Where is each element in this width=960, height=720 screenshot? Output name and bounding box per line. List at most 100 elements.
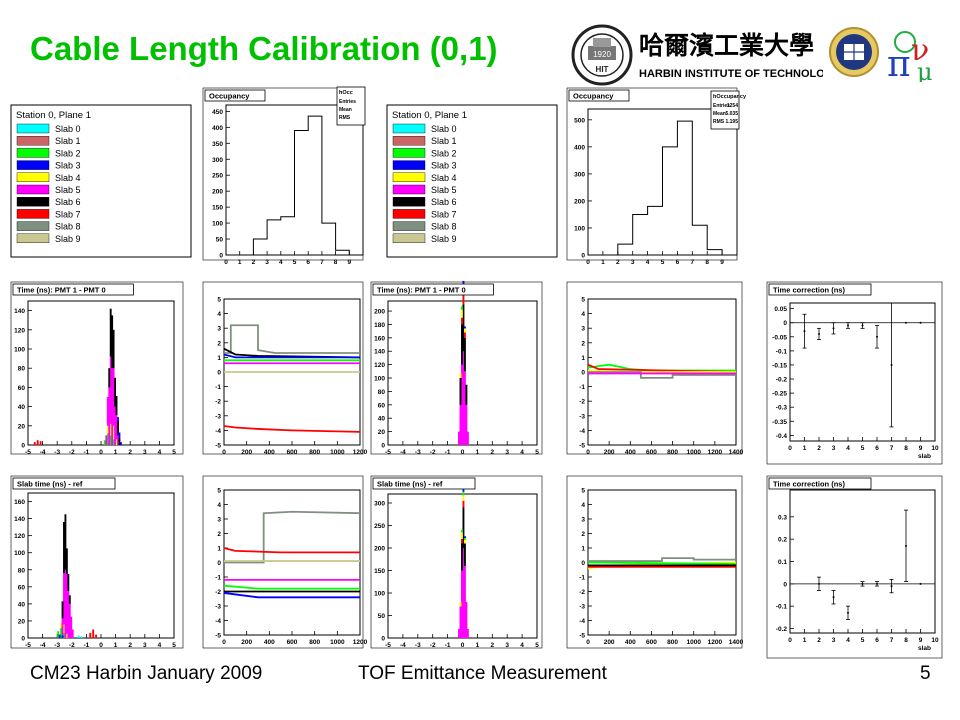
time-correction-1-point <box>818 332 820 335</box>
slab-time-right-x-tick-label: -3 <box>415 642 421 649</box>
pmt-time-right-x-tick-label: -3 <box>415 449 421 456</box>
slab-time-left-x-tick-label: 1 <box>114 642 118 649</box>
slab-history-left-series-slab3 <box>223 592 360 599</box>
pmt-time-left-bar-slab3 <box>117 417 119 421</box>
pmt-time-right-y-tick-label: 0 <box>381 443 385 450</box>
time-correction-2-y-tick-label: 0 <box>783 581 787 588</box>
slab-history-right-y-tick-label: 2 <box>581 531 585 538</box>
slab-time-left-y-tick-label: 40 <box>18 601 26 608</box>
slab-time-right-x-tick-label: 1 <box>476 642 480 649</box>
pmt-time-left-bar-slab4 <box>109 423 112 436</box>
slab-time-left-y-tick-label: 120 <box>14 533 25 540</box>
time-correction-2-point <box>905 544 907 547</box>
pmt-time-left-bar-slab6 <box>109 308 112 357</box>
pmt-time-right-x-tick-label: 0 <box>461 449 465 456</box>
pmt-time-right-bar-slab6 <box>461 324 463 365</box>
slab-time-right-bar-slab7 <box>462 500 465 508</box>
pmt-history-left-y-tick-label: -4 <box>215 428 221 435</box>
pmt-history-left-x-tick-label: 200 <box>241 449 252 456</box>
slab-history-right-x-tick-label: 200 <box>604 639 615 646</box>
occupancy-left-histogram-line <box>226 115 363 256</box>
pmt-time-left-bar-slab6 <box>115 396 118 416</box>
pmt-time-left-bar-slab5 <box>109 356 112 424</box>
pmt-history-left-y-tick-label: 5 <box>217 297 221 304</box>
pmt-time-right-y-tick-label: 20 <box>378 429 386 436</box>
time-correction-2-x-tick-label: 8 <box>904 637 908 644</box>
pmt-time-left-bar-slab6 <box>118 437 121 445</box>
pmt-time-right-y-tick-label: 200 <box>374 309 385 316</box>
slab-history-right-series-slab8 <box>588 557 736 562</box>
pmt-time-left-y-tick-label: 60 <box>18 385 26 392</box>
slab-history-right-y-tick-label: -2 <box>579 589 585 596</box>
time-correction-2-plot-area <box>789 489 936 634</box>
slab-history-right-x-tick-label: 600 <box>646 639 657 646</box>
time-correction-2-x-tick-label: 0 <box>788 637 792 644</box>
occupancy-right-x-tick-label: 0 <box>586 259 590 266</box>
slab-time-left-plot-area <box>27 492 175 639</box>
time-correction-1-y-tick-label: -0.2 <box>776 377 788 384</box>
time-correction-2-x-axis-label: slab <box>918 645 931 652</box>
occupancy-left-x-tick-label: 8 <box>334 259 338 266</box>
occupancy-right-stats-row-label: Entries <box>713 103 730 109</box>
slab-history-left-x-tick-label: 1200 <box>353 639 368 646</box>
pmt-history-right-y-tick-label: 1 <box>581 355 585 362</box>
pmt-time-left-x-tick-label: -4 <box>40 449 46 456</box>
time-correction-1-x-tick-label: 5 <box>861 445 865 452</box>
logo-chinese-text: 哈爾濱工業大學 <box>639 31 814 60</box>
legend-right-swatch <box>392 196 426 207</box>
legend-right-swatch <box>392 233 426 244</box>
legend-right-entry: Slab 3 <box>431 161 457 171</box>
legend-right-entry: Slab 1 <box>431 136 457 146</box>
legend-right-swatch <box>392 160 426 170</box>
pmt-history-left-y-tick-label: 1 <box>217 355 221 362</box>
pmt-history-right-x-tick-label: 200 <box>604 449 615 456</box>
slab-time-left-bar-slab5 <box>65 574 68 634</box>
pmt-history-left-y-tick-label: -3 <box>215 413 221 420</box>
pmt-time-right-x-tick-label: 5 <box>535 449 539 456</box>
pmt-time-right-title: Time (ns): PMT 1 - PMT 0 <box>377 286 466 295</box>
pmt-history-left-x-tick-label: 800 <box>309 449 320 456</box>
slab-time-left: -5 -4 -3 -2 -1 0 1 2 3 4 5 0 20 40 60 80 100 120 140 160 Sla… <box>10 475 184 649</box>
slab-history-right-y-tick-label: -4 <box>579 618 585 625</box>
slab-time-left-bar-slab4 <box>63 624 65 633</box>
time-correction-2-x-tick-label: 5 <box>861 637 865 644</box>
slab-history-left-y-tick-label: 0 <box>217 560 221 567</box>
slab-history-left-x-tick-label: 0 <box>222 639 226 646</box>
slab-time-left-bar-slab5 <box>63 573 65 625</box>
slab-time-left-bar-slab6 <box>67 574 70 592</box>
time-correction-1-point <box>803 330 806 333</box>
oxford-crest-logo <box>829 27 879 77</box>
pmt-time-right-bar-slab4 <box>463 328 466 333</box>
pmt-time-left-x-tick-label: 2 <box>128 449 132 456</box>
occupancy-left-y-tick-label: 350 <box>212 141 223 148</box>
slab-time-right-y-tick-label: 150 <box>374 568 385 575</box>
pmt-time-left-bar-slab2 <box>112 439 115 445</box>
occupancy-left-stats-row-label: Mean <box>339 107 352 113</box>
seal-year: 1920 <box>593 50 611 59</box>
slab-time-right-title: Slab time (ns) - ref <box>377 480 443 489</box>
pmt-time-right-bar-slab5 <box>463 371 466 445</box>
slab-time-left-y-tick-label: 80 <box>18 567 26 574</box>
legend-left-entry: Slab 0 <box>55 124 81 134</box>
pmt-history-left-x-tick-label: 1200 <box>353 449 368 456</box>
legend-right-entry: Slab 6 <box>431 197 457 207</box>
pmt-time-left-y-tick-label: 40 <box>18 404 26 411</box>
occupancy-right-title-box <box>568 89 630 102</box>
time-correction-2-x-tick-label: 2 <box>817 637 821 644</box>
slab-time-left-y-tick-label: 140 <box>14 516 25 523</box>
pmt-time-left-bar-slab3 <box>119 442 122 445</box>
slab-history-left-x-tick-label: 200 <box>241 639 252 646</box>
pmt-time-left-y-tick-label: 0 <box>21 443 25 450</box>
time-correction-2-y-tick-label: -0.1 <box>776 604 788 611</box>
occupancy-left-x-tick-label: 2 <box>252 259 256 266</box>
pmt-time-left-bar-slab5 <box>105 435 108 445</box>
slab-history-left-series-slab2 <box>223 584 360 590</box>
slab-time-left-bar-slab6 <box>65 548 68 575</box>
time-correction-1-y-tick-label: 0.05 <box>774 306 787 313</box>
slab-time-left-bar-slab5 <box>64 569 67 638</box>
slab-time-right-x-tick-label: 4 <box>520 642 524 649</box>
legend-right-title: Station 0, Plane 1 <box>392 110 467 121</box>
slab-time-right-bar-slab5 <box>465 602 468 638</box>
occupancy-left-y-tick-label: 250 <box>212 173 223 180</box>
